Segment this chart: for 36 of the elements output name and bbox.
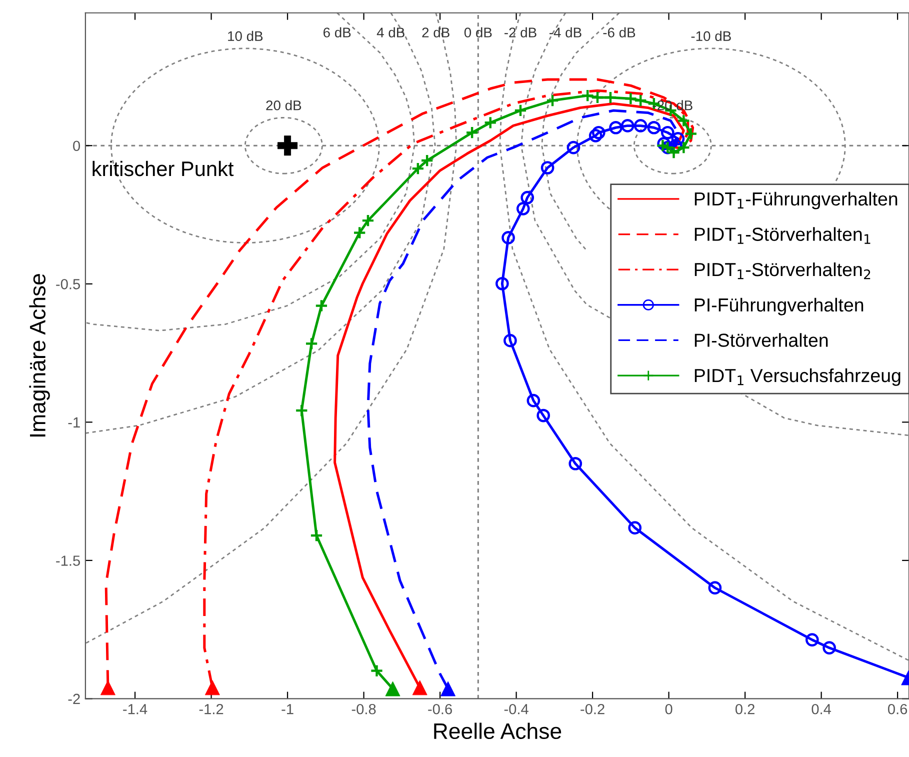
- annotation: -10 dB: [691, 30, 731, 42]
- annotation: 20 dB: [266, 100, 302, 110]
- annotation: 4 dB: [376, 27, 404, 38]
- annotation: -6 dB: [603, 27, 636, 38]
- y-tick-label: -2: [68, 694, 80, 704]
- x-tick-label: -0.6: [428, 704, 452, 714]
- annotation: 10 dB: [228, 30, 263, 42]
- legend-label: PIDT$_{1}$-Führungverhalten: [694, 192, 898, 210]
- legend-label: PI-Führungverhalten: [694, 298, 864, 316]
- legend-label: PIDT$_{1}$-Störverhalten$_{2}$: [694, 262, 870, 280]
- annotation: 6 dB: [324, 27, 351, 38]
- x-tick-label: -0.4: [504, 704, 528, 714]
- y-tick-label: -1.5: [56, 556, 80, 566]
- y-axis-title: Imaginäre Achse: [29, 274, 50, 436]
- y-tick-label: -1: [68, 417, 80, 428]
- annotation: -20 dB: [652, 100, 692, 110]
- annotation: -4 dB: [549, 27, 582, 38]
- x-tick-label: 0.4: [812, 704, 832, 714]
- x-tick-label: -0.2: [580, 704, 604, 714]
- annotation: 2 dB: [422, 27, 450, 38]
- annotation: -2 dB: [504, 27, 536, 38]
- x-tick-label: -0.8: [352, 704, 376, 714]
- legend-label: PIDT$_{1}$ Versuchsfahrzeug: [694, 368, 900, 386]
- x-tick-label: 0.2: [735, 704, 754, 714]
- ref-line-label: 0 dB: [464, 27, 492, 38]
- annotation: kritischer Punkt: [92, 160, 234, 176]
- x-tick-label: -1.4: [123, 704, 148, 714]
- legend-label: PIDT$_{1}$-Störverhalten$_{1}$: [694, 227, 870, 244]
- y-tick-label: 0: [73, 140, 80, 152]
- x-tick-label: 0.6: [888, 704, 908, 714]
- x-tick-label: -1.2: [199, 704, 224, 714]
- x-tick-label: -1: [282, 704, 294, 714]
- legend-label: PI-Störverhalten: [694, 333, 828, 347]
- y-tick-label: -0.5: [56, 278, 80, 290]
- x-tick-label: 0: [665, 704, 672, 714]
- x-axis-title: Reelle Achse: [434, 722, 562, 740]
